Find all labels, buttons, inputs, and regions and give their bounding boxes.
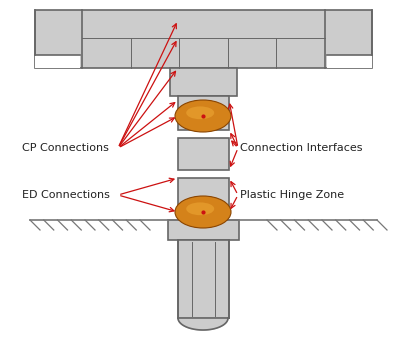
Bar xyxy=(35,10,372,68)
Ellipse shape xyxy=(186,106,214,119)
Bar xyxy=(178,96,229,130)
Text: Plastic Hinge Zone: Plastic Hinge Zone xyxy=(240,190,344,200)
Text: CP Connections: CP Connections xyxy=(22,143,109,153)
Bar xyxy=(178,178,229,210)
Ellipse shape xyxy=(175,196,231,228)
Bar xyxy=(35,55,80,68)
Ellipse shape xyxy=(186,203,214,215)
Ellipse shape xyxy=(175,100,231,132)
Bar xyxy=(178,138,229,170)
Text: ED Connections: ED Connections xyxy=(22,190,110,200)
Polygon shape xyxy=(178,318,228,330)
Bar xyxy=(168,220,239,240)
Bar xyxy=(170,68,237,96)
Bar xyxy=(327,55,372,68)
Bar xyxy=(178,240,229,318)
Text: Connection Interfaces: Connection Interfaces xyxy=(240,143,363,153)
